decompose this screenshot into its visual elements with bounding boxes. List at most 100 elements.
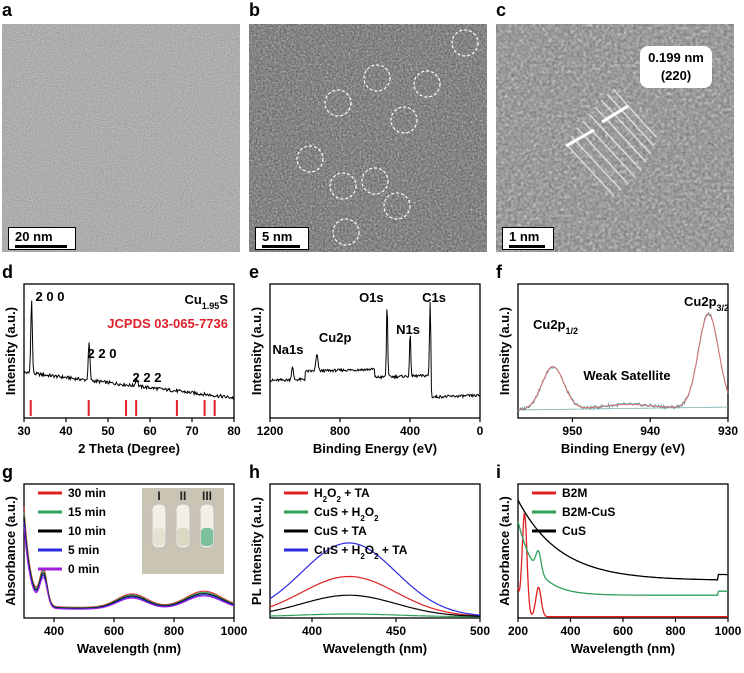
- scale-bar-b: 5 nm: [255, 227, 309, 250]
- chart-h-series: [269, 575, 480, 617]
- chart-f-peak-label: Cu2p1/2: [533, 317, 578, 336]
- panel-letter-g: g: [2, 462, 13, 482]
- chart-f-data: [517, 311, 729, 412]
- panel-letter-i: i: [496, 462, 502, 482]
- chart-g-inset-label: II: [180, 489, 187, 503]
- chart-i-xlabel: Wavelength (nm): [571, 641, 675, 656]
- scale-line-b: [262, 245, 300, 248]
- chart-i-frame: [517, 483, 729, 619]
- panel-letter-c: c: [496, 0, 507, 20]
- chart-h-legend-label-part: H: [314, 486, 323, 500]
- chart-f-fit: [517, 312, 729, 411]
- chart-d-peak-label: 2 2 2: [133, 370, 162, 385]
- chart-h-legend-label-part: 2: [374, 552, 379, 561]
- chart-d-peak-label: 2 0 0: [36, 289, 65, 304]
- chart-d-frame: [23, 283, 235, 419]
- chart-g-inset-photo: [142, 488, 224, 574]
- chart-d-formula-part: S: [219, 292, 228, 307]
- chart-g-series: [23, 511, 235, 609]
- chart-e-tick-label: 1200: [257, 424, 284, 438]
- tem-image-b: 5 nm: [249, 24, 487, 252]
- chart-h-frame: [269, 483, 481, 619]
- chart-h-legend-label-part: CuS + TA: [314, 524, 367, 538]
- chart-g-tick-label: 1000: [221, 624, 248, 638]
- chart-g-legend-label: 15 min: [68, 505, 106, 519]
- chart-g-tick-label: 600: [104, 624, 124, 638]
- chart-i-series: [517, 512, 728, 618]
- chart-d-peak-label: 2 2 0: [88, 346, 117, 361]
- chart-f-frame: [517, 283, 729, 419]
- scale-label-b: 5 nm: [262, 229, 293, 244]
- chart-f-ylabel: Intensity (a.u.): [497, 307, 512, 395]
- chart-d-series: [23, 300, 235, 400]
- scale-line-a: [15, 245, 67, 248]
- spacing-arrows: [565, 104, 629, 148]
- chart-i-tick-label: 800: [665, 624, 685, 638]
- chart-g-series: [23, 521, 235, 610]
- d-spacing-label: 0.199 nm: [648, 50, 704, 65]
- chart-h-legend-label: CuS + TA: [314, 524, 367, 538]
- chart-e-tick-label: 400: [400, 424, 420, 438]
- panel-letter-h: h: [249, 462, 260, 482]
- chart-i-tick-label: 1000: [715, 624, 742, 638]
- chart-e-tick-label: 800: [330, 424, 350, 438]
- chart-e-peak-label: Na1s: [272, 342, 303, 357]
- chart-d-tick-label: 30: [17, 424, 31, 438]
- chart-f-background: [517, 406, 728, 411]
- chart-h-legend-label-part: O: [365, 505, 374, 519]
- chart-d-ylabel: Intensity (a.u.): [3, 307, 18, 395]
- chart-i-tick-label: 600: [613, 624, 633, 638]
- chart-e-frame: [269, 283, 481, 419]
- annotation-box: 0.199 nm (220): [640, 46, 712, 88]
- chart-h-legend-label-part: O: [327, 486, 336, 500]
- chart-h-legend-label-part: + TA: [379, 543, 408, 557]
- panel-letter-f: f: [496, 262, 502, 282]
- chart-f-peak-label-part: 3/2: [717, 303, 730, 313]
- chart-f-xlabel: Binding Energy (eV): [561, 441, 685, 456]
- chart-h-legend-label-part: CuS + H: [314, 543, 360, 557]
- chart-d-tick-label: 50: [101, 424, 115, 438]
- chart-h-ylabel: PL Intensity (a.u.): [249, 497, 264, 605]
- chart-h-legend-label-part: 2: [336, 495, 341, 504]
- chart-h-tick-label: 400: [302, 624, 322, 638]
- plane-label: (220): [660, 68, 692, 83]
- chart-h-tick-label: 500: [470, 624, 490, 638]
- chart-g-series: [23, 516, 235, 609]
- chart-h-legend-label-part: CuS + H: [314, 505, 360, 519]
- chart-d-tick-label: 60: [143, 424, 157, 438]
- chart-d-reference: JCPDS 03-065-7736: [107, 316, 228, 331]
- scale-bar-a: 20 nm: [8, 227, 76, 250]
- chart-d-tick-label: 70: [185, 424, 199, 438]
- chart-h-series: [269, 542, 481, 616]
- chart-g-inset-tube: [199, 503, 215, 549]
- chart-g-series: [23, 526, 235, 610]
- chart-g-inset-label: III: [202, 489, 212, 503]
- chart-d-formula-part: 1.95: [202, 301, 220, 311]
- chart-h-legend-label: H2O2 + TA: [314, 486, 370, 504]
- chart-g-xlabel: Wavelength (nm): [77, 641, 181, 656]
- chart-f-satellite-label: Weak Satellite: [583, 368, 670, 383]
- chart-h-legend-label-part: 2: [360, 552, 365, 561]
- chart-h-series: [270, 613, 480, 618]
- scale-line-c: [509, 245, 545, 248]
- chart-g-inset-liquid: [201, 528, 213, 546]
- chart-h-legend-label: CuS + H2O2 + TA: [314, 543, 408, 561]
- chart-e-peak-label: C1s: [422, 290, 446, 305]
- chart-e-series: [269, 301, 481, 399]
- chart-g-frame: [23, 483, 235, 619]
- tem-image-c: 0.199 nm (220) 1 nm: [496, 24, 734, 252]
- tem-texture-a: [2, 24, 240, 252]
- scale-label-a: 20 nm: [15, 229, 53, 244]
- chart-i-tick-label: 400: [560, 624, 580, 638]
- chart-g-inset-liquid: [177, 528, 189, 546]
- chart-h-legend-label-part: 2: [323, 495, 328, 504]
- chart-f-tick-label: 940: [640, 424, 660, 438]
- particle-circles: [296, 29, 479, 246]
- chart-i-legend-label: CuS: [562, 524, 586, 538]
- chart-g-inset-label: I: [157, 489, 160, 503]
- chart-g-tick-label: 400: [44, 624, 64, 638]
- chart-f-tick-label: 930: [718, 424, 738, 438]
- chart-g-series: [23, 506, 235, 608]
- chart-g-inset-liquid: [153, 528, 165, 546]
- tem-texture-b: [249, 24, 487, 252]
